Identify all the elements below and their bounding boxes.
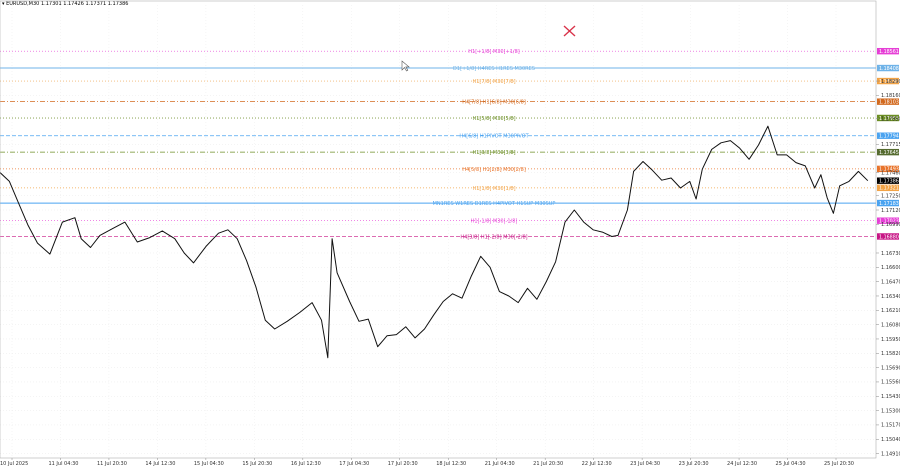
symbol-timeframe: EURUSD,M30 [6,1,40,7]
level-price-tag [877,184,899,192]
cross-marker-icon[interactable] [563,25,576,37]
price-tick-label: 1.17950 [881,116,900,122]
level-label: MN1RES W1RES D1RES H4PIVOT H1SUP M30SUP [433,201,556,207]
time-tick-label: 23 Jul 04:30 [630,461,660,466]
time-tick-label: 11 Jul 20:30 [97,461,127,466]
time-tick-label: 14 Jul 12:30 [145,461,175,466]
level-label: H4[6/8] H1PIVOT M30PIVOT [459,134,529,140]
level-label: D1[+1/8] H4RES H1RES M30RES [453,66,535,72]
time-tick-label: 25 Jul 04:30 [776,461,806,466]
level-label: H4[3/8] H1[-2/8] M30[-2/8] [460,234,527,240]
level-price-tag-text: 1.17955 [879,116,899,122]
time-tick-label: 17 Jul 04:30 [339,461,369,466]
price-tick-label: 1.16730 [881,251,900,257]
current-price-tag [877,177,899,184]
level-label: H1[5/8] M30[5/8] [472,116,515,122]
time-tick-label: 21 Jul 20:30 [533,461,563,466]
time-tick-label: 21 Jul 04:30 [485,461,515,466]
ohlc-values: 1.17301 1.17426 1.17371 1.17386 [40,1,129,7]
time-tick-label: 25 Jul 20:30 [824,461,854,466]
level-price-tag [877,47,899,55]
time-tick-label: 22 Jul 12:30 [582,461,612,466]
level-price-tag-text: 1.17023 [879,218,899,224]
level-price-tag-text: 1.17493 [879,167,899,173]
price-tick-label: 1.17715 [881,142,900,148]
time-tick-label: 10 Jul 2025 [0,461,28,466]
price-tick-label: 1.16990 [881,222,900,228]
level-price-tag-text: 1.17645 [879,150,899,156]
price-tick-label: 1.15560 [881,380,900,386]
level-price-tag-text: 1.18290 [879,79,899,85]
price-tick-label: 1.17460 [881,170,900,176]
price-line [0,125,869,359]
level-price-tag-text: 1.18561 [879,49,899,55]
level-price-tag-text: 1.18408 [879,66,899,72]
level-price-tag [877,132,899,139]
time-tick-label: 23 Jul 20:30 [679,461,709,466]
price-tick-label: 1.15040 [881,437,900,443]
price-tick-label: 1.15690 [881,365,900,371]
price-tick-label: 1.15300 [881,408,900,414]
time-tick-label: 17 Jul 20:30 [388,461,418,466]
level-price-tag [877,165,899,173]
level-price-tag-text: 1.17321 [879,186,899,192]
price-tick-label: 1.18160 [881,93,900,99]
levels: H1[+1/8] M30[+1/8] 1.18561 D1[+1/8] H4RES … [0,47,899,240]
level-label: H4[5/8] H1[2/8] M30[2/8] [462,167,526,173]
level-price-tag [877,233,899,240]
current-price-tag-text: 1.17386 [879,178,899,184]
time-tick-label: 24 Jul 12:30 [727,461,757,466]
chart-objects [401,25,576,72]
price-tick-label: 1.16080 [881,322,900,328]
level-label: H1[+1/8] M30[+1/8] [468,49,520,55]
price-tick-label: 1.15430 [881,394,900,400]
price-tick-label: 1.16340 [881,294,900,300]
price-tick-label: 1.18290 [881,79,900,85]
mouse-cursor-icon [401,60,410,72]
grid [0,5,876,458]
level-label: H1[3/8] M30[3/8] [472,150,515,156]
time-tick-label: 15 Jul 20:30 [242,461,272,466]
cross-marker-stroke [563,25,576,37]
price-tick-label: 1.16210 [881,308,900,314]
level-price-tag-text: 1.16880 [879,234,899,240]
level-price-tag [877,77,899,85]
level-price-tag [877,98,899,105]
price-tick-label: 1.15170 [881,423,900,429]
price-tick-label: 1.16600 [881,265,900,271]
time-tick-label: 11 Jul 04:30 [48,461,78,466]
price-tick-label: 1.15820 [881,351,900,357]
price-tick-label: 1.15950 [881,337,900,343]
price-tick-label: 1.14910 [881,451,900,457]
level-label: H4[7/8] H1[6/8] M30[6/8] [462,100,526,106]
level-label: H1[1/8] M30[1/8] [472,186,515,192]
level-price-tag [877,199,899,207]
level-price-tag-text: 1.17794 [879,134,899,140]
time-tick-label: 15 Jul 04:30 [194,461,224,466]
level-price-tag [877,114,899,122]
price-tick-label: 1.17120 [881,208,900,214]
level-label: H1[-1/8] M30[-1/8] [471,219,518,225]
plot-frame [0,0,877,459]
chart-header: ▾ EURUSD,M30 1.17301 1.17426 1.17371 1.1… [2,1,128,7]
time-tick-label: 18 Jul 12:30 [436,461,466,466]
level-price-tag [877,217,899,224]
level-price-tag-text: 1.18103 [879,99,899,105]
level-price-tag [877,148,899,156]
price-series [0,125,869,359]
price-tick-label: 1.17250 [881,193,900,199]
level-price-tag-text: 1.17183 [879,201,899,207]
level-label: H1[7/8] M30[7/8] [472,79,515,85]
price-tick-label: 1.16470 [881,279,900,285]
symbol-menu-triangle-icon[interactable]: ▾ [2,1,5,7]
time-tick-label: 16 Jul 12:30 [291,461,321,466]
level-price-tag [877,64,899,72]
